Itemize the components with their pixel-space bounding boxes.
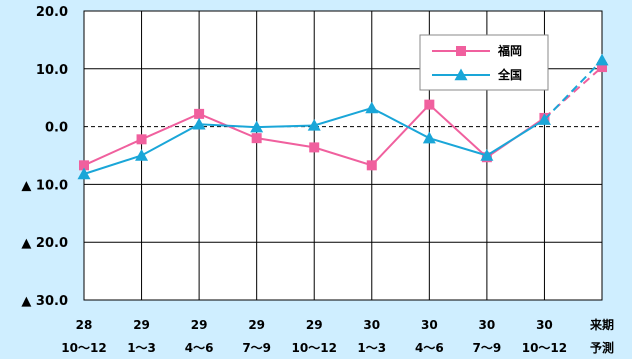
legend-label: 全国 bbox=[497, 67, 522, 82]
x-tick-label-period: 10～12 bbox=[292, 341, 337, 355]
data-point-triangle bbox=[307, 118, 321, 131]
y-tick-label: 0.0 bbox=[45, 121, 68, 136]
data-point-triangle bbox=[365, 101, 379, 114]
data-point-square bbox=[597, 62, 607, 73]
data-point-triangle bbox=[135, 149, 149, 161]
data-point-triangle bbox=[77, 167, 91, 180]
data-point-square bbox=[366, 160, 377, 171]
data-point-triangle bbox=[250, 120, 264, 133]
y-tick-label: 20.0 bbox=[36, 5, 68, 20]
data-point-square bbox=[79, 160, 89, 171]
x-tick-label-year: 30 bbox=[536, 318, 553, 332]
x-tick-label-period: 1～3 bbox=[127, 341, 156, 355]
x-tick-label-period: 10～12 bbox=[61, 341, 106, 355]
legend-box bbox=[419, 34, 549, 91]
data-point-triangle bbox=[537, 113, 551, 125]
y-tick-label: ▲ 20.0 bbox=[21, 236, 68, 251]
data-point-triangle bbox=[422, 131, 436, 144]
series-group bbox=[77, 53, 609, 180]
x-tick-label-period: 4～6 bbox=[185, 341, 214, 355]
series-forecast-line bbox=[543, 59, 603, 121]
data-point-triangle bbox=[192, 117, 206, 130]
x-tick-label-period: 4～6 bbox=[415, 341, 444, 355]
y-tick-label: ▲ 10.0 bbox=[21, 178, 68, 193]
x-tick-label-year: 来期 bbox=[589, 317, 614, 332]
data-point-square bbox=[136, 134, 147, 145]
x-tick-label-year: 29 bbox=[248, 318, 265, 332]
x-tick-label-period: 7～9 bbox=[242, 341, 271, 355]
x-tick-label-year: 29 bbox=[191, 318, 208, 332]
data-point-square bbox=[309, 142, 320, 153]
x-tick-label-year: 29 bbox=[306, 318, 323, 332]
y-tick-label: 10.0 bbox=[36, 63, 68, 78]
x-tick-label-year: 28 bbox=[76, 318, 93, 332]
data-point-triangle bbox=[595, 53, 609, 66]
x-tick-label-period: 予測 bbox=[590, 340, 614, 355]
x-tick-label-year: 29 bbox=[133, 318, 150, 332]
data-point-square bbox=[251, 133, 262, 144]
x-axis-tick-labels: 28 10～12 29 1～3 29 4～6 29 7～9 29 10～12 30 1～3 30 4～6 3… bbox=[61, 317, 614, 355]
data-point-triangle bbox=[454, 68, 468, 81]
series-national bbox=[77, 53, 609, 180]
x-tick-label-period: 10～12 bbox=[522, 341, 567, 355]
data-point-square bbox=[194, 108, 205, 119]
x-tick-label-year: 30 bbox=[479, 318, 496, 332]
y-axis-tick-labels: 20.0 10.0 0.0 ▲ 10.0 ▲ 20.0 ▲ 30.0 bbox=[21, 5, 68, 309]
data-point-triangle bbox=[480, 149, 494, 161]
x-tick-label-year: 30 bbox=[363, 318, 380, 332]
data-point-square bbox=[424, 99, 435, 110]
data-point-square bbox=[456, 46, 466, 56]
x-tick-label-period: 1～3 bbox=[357, 341, 386, 355]
legend-label: 福岡 bbox=[497, 43, 522, 58]
x-tick-label-year: 30 bbox=[421, 318, 438, 332]
y-tick-label: ▲ 30.0 bbox=[21, 294, 68, 309]
x-tick-label-period: 7～9 bbox=[473, 341, 502, 355]
